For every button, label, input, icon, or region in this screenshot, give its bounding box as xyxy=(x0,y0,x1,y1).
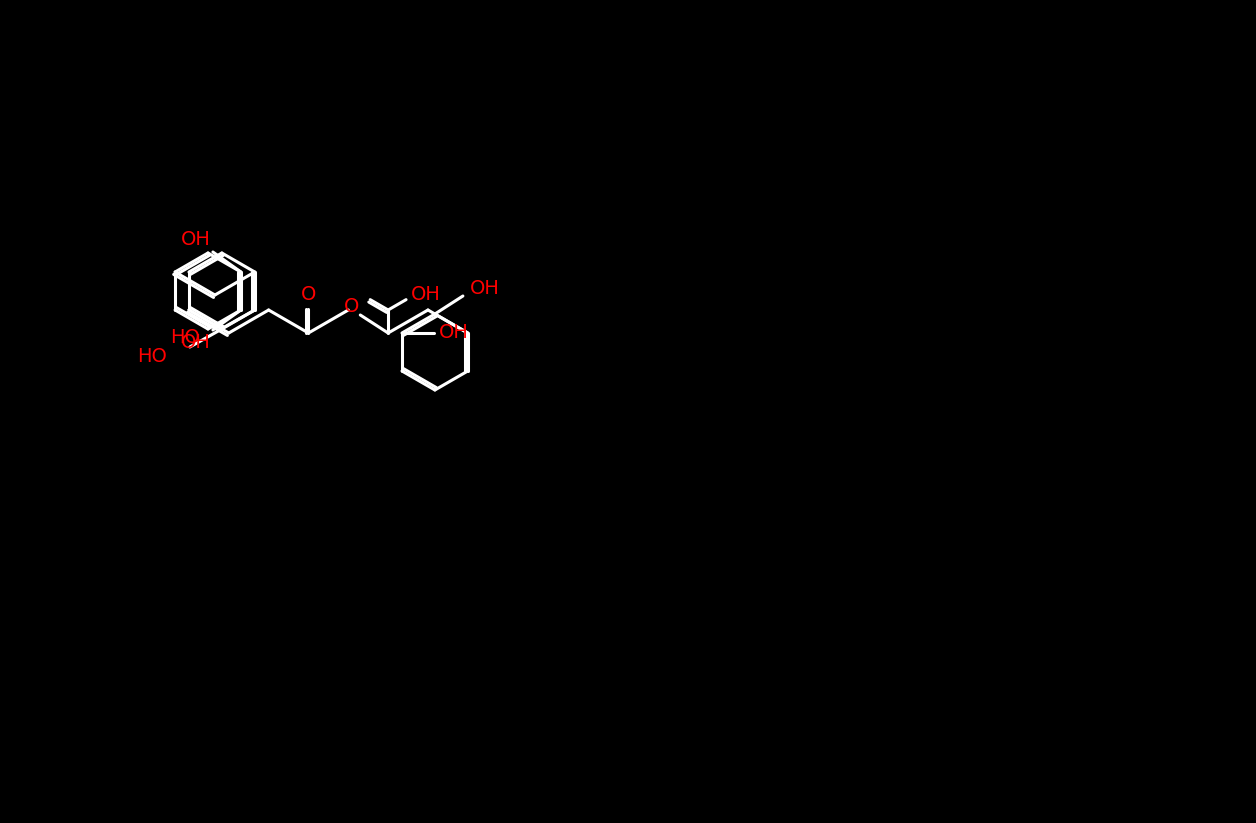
Text: HO: HO xyxy=(170,328,200,347)
Text: O: O xyxy=(344,297,359,317)
Text: HO: HO xyxy=(137,347,167,366)
Text: O: O xyxy=(300,285,317,304)
Text: OH: OH xyxy=(181,332,211,351)
Text: OH: OH xyxy=(470,280,500,299)
Text: OH: OH xyxy=(181,230,211,249)
Text: OH: OH xyxy=(411,285,441,305)
Text: OH: OH xyxy=(440,323,468,342)
